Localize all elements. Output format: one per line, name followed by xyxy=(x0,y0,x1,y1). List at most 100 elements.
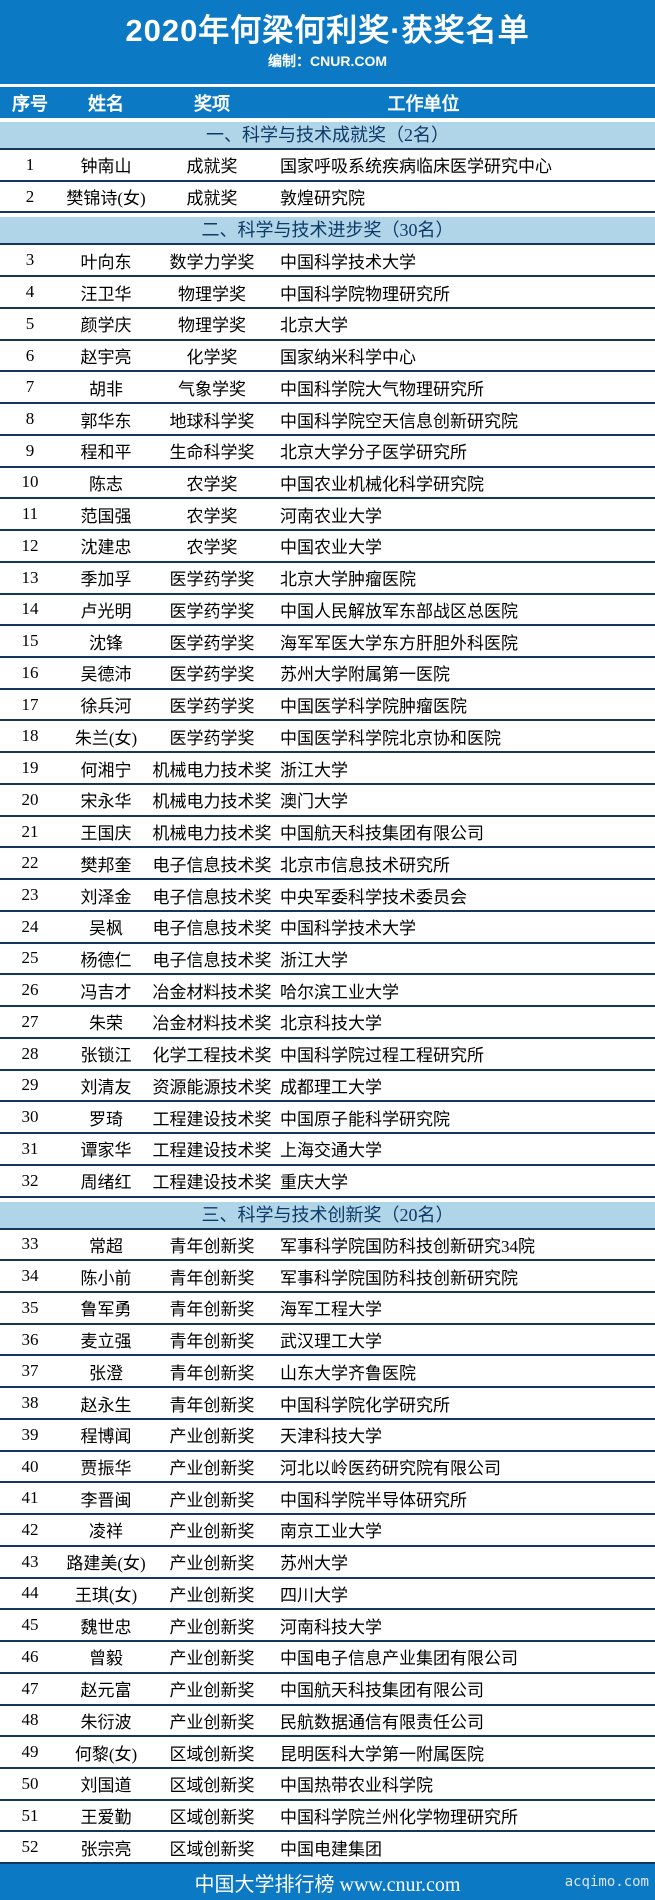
cell-no: 46 xyxy=(21,1646,39,1666)
cell-org: 中国航天科技集团有限公司 xyxy=(280,1681,484,1701)
cell-award: 冶金材料技术奖 xyxy=(152,1014,272,1034)
cell-no: 52 xyxy=(21,1837,39,1857)
cell-org: 中国医学科学院肿瘤医院 xyxy=(280,697,467,717)
table-row: 8 郭华东 地球科学奖 中国科学院空天信息创新研究院 xyxy=(0,404,655,436)
cell-name: 罗琦 xyxy=(89,1109,123,1129)
cell-org: 上海交通大学 xyxy=(280,1141,382,1161)
cell-no: 45 xyxy=(21,1615,39,1635)
table-row: 4 汪卫华 物理学奖 中国科学院物理研究所 xyxy=(0,277,655,309)
cell-org: 北京大学分子医学研究所 xyxy=(280,443,467,463)
cell-award: 物理学奖 xyxy=(178,316,246,336)
cell-award: 成就奖 xyxy=(186,189,238,209)
cell-award: 气象学奖 xyxy=(178,379,246,399)
table-row: 9 程和平 生命科学奖 北京大学分子医学研究所 xyxy=(0,436,655,468)
column-header-no: 序号 xyxy=(12,93,48,114)
table-row: 33 常超 青年创新奖 军事科学院国防科技创新研究34院 xyxy=(0,1230,655,1262)
cell-award: 产业创新奖 xyxy=(169,1554,255,1574)
cell-no: 23 xyxy=(21,885,39,905)
cell-name: 朱荣 xyxy=(89,1014,123,1034)
cell-name: 郭华东 xyxy=(80,411,132,431)
cell-org: 天津科技大学 xyxy=(280,1427,382,1447)
cell-org: 武汉理工大学 xyxy=(280,1332,382,1352)
cell-no: 20 xyxy=(21,789,39,809)
table-row: 42 凌祥 产业创新奖 南京工业大学 xyxy=(0,1515,655,1547)
cell-org: 北京大学 xyxy=(280,316,348,336)
cell-no: 42 xyxy=(21,1519,39,1539)
cell-no: 18 xyxy=(21,726,39,746)
table-row: 41 李晋闽 产业创新奖 中国科学院半导体研究所 xyxy=(0,1483,655,1516)
cell-name: 陈志 xyxy=(89,474,123,494)
cell-org: 山东大学齐鲁医院 xyxy=(280,1363,416,1383)
cell-award: 化学奖 xyxy=(186,348,238,368)
table-body: 一、科学与技术成就奖（2名） 1 钟南山 成就奖 国家呼吸系统疾病临床医学研究中心 2 樊锦… xyxy=(0,118,655,1865)
cell-org: 中国科学院空天信息创新研究院 xyxy=(280,411,518,431)
cell-org: 中国农业机械化科学研究院 xyxy=(280,474,484,494)
column-header-award: 奖项 xyxy=(194,93,230,114)
cell-award: 地球科学奖 xyxy=(169,411,255,431)
cell-name: 何湘宁 xyxy=(80,760,132,780)
cell-org: 苏州大学 xyxy=(280,1554,348,1574)
table-row: 49 何黎(女) 区域创新奖 昆明医科大学第一附属医院 xyxy=(0,1737,655,1769)
table-row: 31 谭家华 工程建设技术奖 上海交通大学 xyxy=(0,1134,655,1166)
cell-no: 24 xyxy=(21,916,39,936)
page-title: 2020年何梁何利奖·获奖名单 xyxy=(125,12,530,48)
cell-org: 中国科学院半导体研究所 xyxy=(280,1490,467,1510)
cell-award: 成就奖 xyxy=(186,157,238,177)
cell-award: 区域创新奖 xyxy=(169,1839,255,1859)
cell-name: 程博闻 xyxy=(80,1427,132,1447)
cell-award: 冶金材料技术奖 xyxy=(152,982,272,1002)
cell-name: 汪卫华 xyxy=(80,284,132,304)
cell-org: 国家呼吸系统疾病临床医学研究中心 xyxy=(280,157,552,177)
cell-award: 农学奖 xyxy=(186,474,238,494)
cell-award: 工程建设技术奖 xyxy=(152,1173,272,1193)
table-row: 25 杨德仁 电子信息技术奖 浙江大学 xyxy=(0,944,655,976)
cell-award: 医学药学奖 xyxy=(169,697,255,717)
cell-org: 中国原子能科学研究院 xyxy=(280,1109,450,1129)
cell-name: 刘泽金 xyxy=(80,887,132,907)
cell-name: 冯吉才 xyxy=(80,982,132,1002)
column-header-org: 工作单位 xyxy=(387,93,460,114)
cell-org: 军事科学院国防科技创新研究院 xyxy=(280,1268,518,1288)
cell-award: 青年创新奖 xyxy=(169,1268,255,1288)
cell-name: 路建美(女) xyxy=(66,1554,146,1574)
cell-name: 胡非 xyxy=(89,379,123,399)
cell-name: 周绪红 xyxy=(80,1173,132,1193)
cell-name: 季加孚 xyxy=(80,570,132,590)
cell-no: 13 xyxy=(21,567,39,587)
cell-no: 27 xyxy=(21,1011,39,1031)
cell-name: 曾毅 xyxy=(89,1649,123,1669)
cell-org: 国家纳米科学中心 xyxy=(280,348,416,368)
cell-org: 中国热带农业科学院 xyxy=(280,1776,433,1796)
cell-name: 王爱勤 xyxy=(80,1808,132,1828)
cell-name: 赵宇亮 xyxy=(80,348,132,368)
cell-name: 吴德沛 xyxy=(80,665,132,685)
cell-org: 北京市信息技术研究所 xyxy=(280,855,450,875)
cell-name: 朱兰(女) xyxy=(74,728,138,748)
cell-no: 38 xyxy=(21,1393,39,1413)
cell-no: 36 xyxy=(21,1329,39,1349)
cell-no: 10 xyxy=(21,472,39,492)
footer-bar: 中国大学排行榜 www.cnur.com acqimo.com xyxy=(0,1864,655,1900)
cell-no: 47 xyxy=(21,1678,39,1698)
cell-name: 贾振华 xyxy=(80,1459,132,1478)
cell-org: 中国电建集团 xyxy=(280,1839,382,1859)
cell-org: 北京科技大学 xyxy=(280,1014,382,1034)
cell-award: 电子信息技术奖 xyxy=(152,919,272,939)
cell-org: 中国医学科学院北京协和医院 xyxy=(280,728,501,748)
cell-award: 医学药学奖 xyxy=(169,728,255,748)
table-row: 29 刘清友 资源能源技术奖 成都理工大学 xyxy=(0,1071,655,1103)
table-row: 44 王琪(女) 产业创新奖 四川大学 xyxy=(0,1579,655,1611)
cell-org: 河南农业大学 xyxy=(280,506,382,526)
cell-award: 化学工程技术奖 xyxy=(152,1046,272,1066)
cell-award: 区域创新奖 xyxy=(169,1744,255,1764)
cell-name: 樊邦奎 xyxy=(80,855,132,875)
cell-award: 区域创新奖 xyxy=(169,1776,255,1796)
cell-org: 北京大学肿瘤医院 xyxy=(280,570,416,590)
table-row: 30 罗琦 工程建设技术奖 中国原子能科学研究院 xyxy=(0,1102,655,1135)
cell-award: 生命科学奖 xyxy=(169,443,255,463)
cell-no: 15 xyxy=(21,631,39,651)
cell-award: 机械电力技术奖 xyxy=(152,824,272,844)
cell-no: 12 xyxy=(21,535,39,555)
cell-no: 17 xyxy=(21,694,39,714)
cell-org: 浙江大学 xyxy=(280,760,348,780)
